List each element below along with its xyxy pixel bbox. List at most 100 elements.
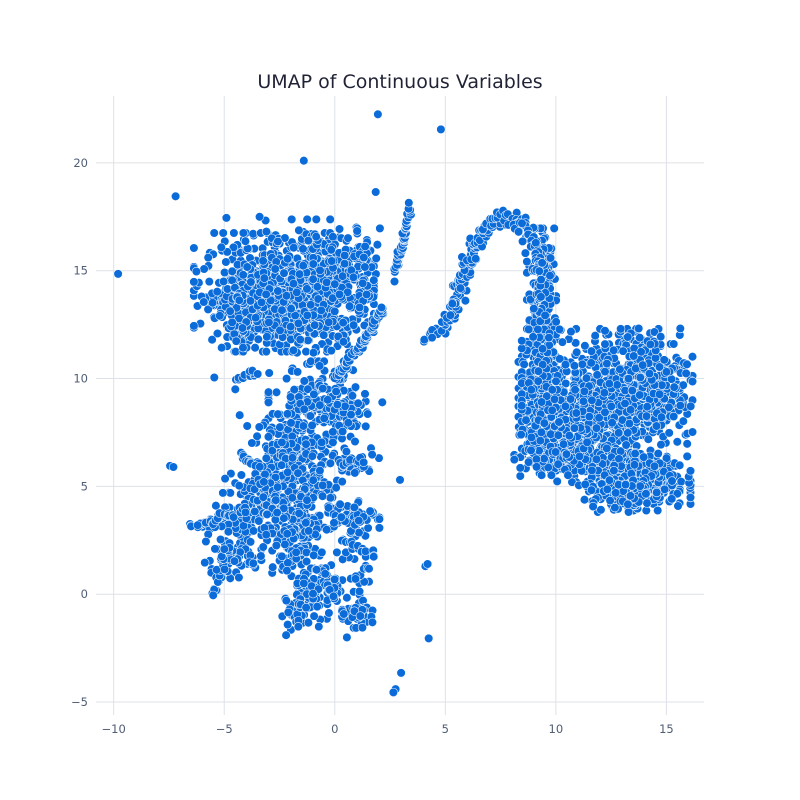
data-point bbox=[667, 476, 677, 486]
data-point bbox=[537, 397, 547, 407]
data-point bbox=[641, 489, 651, 499]
data-point bbox=[227, 317, 237, 327]
data-point bbox=[329, 518, 339, 528]
data-point bbox=[574, 451, 585, 461]
data-point bbox=[353, 398, 363, 408]
data-point bbox=[599, 388, 609, 398]
data-point bbox=[203, 253, 213, 263]
data-point bbox=[312, 282, 322, 292]
data-point bbox=[515, 471, 525, 481]
data-point bbox=[189, 277, 199, 287]
data-point bbox=[304, 526, 314, 536]
data-point bbox=[334, 289, 345, 299]
data-point bbox=[664, 428, 674, 438]
data-point bbox=[600, 339, 610, 349]
data-point bbox=[526, 445, 536, 455]
data-point bbox=[561, 449, 572, 459]
data-point bbox=[308, 348, 319, 358]
data-point bbox=[288, 345, 299, 355]
data-point bbox=[582, 437, 592, 447]
data-point bbox=[248, 558, 258, 568]
data-point bbox=[645, 339, 655, 349]
chart-title: UMAP of Continuous Variables bbox=[257, 71, 542, 93]
data-point bbox=[536, 292, 546, 302]
data-point bbox=[242, 262, 252, 272]
data-point bbox=[327, 256, 337, 266]
data-point bbox=[635, 333, 645, 343]
data-point bbox=[312, 602, 322, 612]
data-point bbox=[326, 346, 336, 356]
data-point bbox=[621, 440, 631, 450]
data-point bbox=[538, 344, 548, 354]
data-point bbox=[189, 243, 199, 253]
data-point bbox=[283, 254, 293, 264]
data-point bbox=[306, 356, 316, 366]
data-point bbox=[286, 304, 296, 314]
data-point bbox=[315, 466, 325, 476]
data-point bbox=[354, 528, 364, 538]
data-point bbox=[201, 536, 211, 547]
data-point bbox=[652, 487, 662, 498]
data-point bbox=[352, 226, 362, 236]
data-point bbox=[338, 426, 348, 437]
data-point bbox=[294, 225, 304, 235]
data-point bbox=[612, 380, 622, 390]
data-point bbox=[264, 317, 274, 327]
data-point bbox=[675, 323, 685, 334]
data-point bbox=[686, 401, 696, 411]
data-point bbox=[308, 589, 318, 599]
data-point bbox=[317, 547, 327, 557]
data-point bbox=[332, 547, 342, 557]
data-point bbox=[682, 359, 692, 369]
data-point bbox=[672, 437, 682, 447]
data-point bbox=[354, 516, 364, 526]
data-point bbox=[315, 361, 325, 371]
data-point bbox=[270, 264, 280, 274]
data-point bbox=[325, 458, 335, 468]
data-point bbox=[660, 484, 670, 494]
data-point bbox=[526, 432, 537, 442]
data-point bbox=[318, 480, 328, 490]
data-point bbox=[625, 491, 636, 501]
data-point bbox=[584, 412, 594, 422]
data-point bbox=[445, 310, 455, 320]
data-point bbox=[302, 310, 312, 320]
data-point bbox=[340, 259, 350, 269]
data-point bbox=[531, 454, 541, 464]
data-point bbox=[234, 481, 244, 491]
data-point bbox=[263, 387, 274, 397]
data-point bbox=[280, 539, 290, 549]
data-point bbox=[624, 374, 634, 384]
data-point bbox=[673, 501, 683, 511]
data-point bbox=[355, 611, 365, 621]
data-point bbox=[629, 460, 640, 470]
data-point bbox=[301, 347, 311, 357]
data-point bbox=[664, 402, 674, 412]
data-point bbox=[545, 271, 555, 281]
data-point bbox=[528, 332, 538, 342]
data-point bbox=[273, 409, 283, 419]
data-point bbox=[250, 343, 260, 353]
data-point bbox=[685, 492, 696, 503]
data-point bbox=[258, 542, 268, 552]
data-point bbox=[204, 277, 214, 287]
data-point bbox=[520, 248, 530, 258]
data-point bbox=[537, 470, 547, 480]
data-point bbox=[602, 484, 612, 494]
data-point bbox=[687, 376, 698, 387]
data-point bbox=[247, 438, 257, 448]
data-point bbox=[320, 569, 330, 579]
data-point bbox=[533, 366, 543, 376]
data-point bbox=[306, 300, 316, 310]
data-point bbox=[330, 306, 340, 316]
data-point bbox=[216, 242, 226, 252]
data-point bbox=[294, 508, 304, 518]
data-point bbox=[225, 306, 235, 316]
data-point bbox=[338, 318, 348, 328]
data-point bbox=[347, 391, 357, 401]
data-point bbox=[287, 214, 297, 224]
data-point bbox=[293, 318, 303, 328]
data-point bbox=[596, 505, 606, 515]
data-point bbox=[643, 434, 653, 444]
